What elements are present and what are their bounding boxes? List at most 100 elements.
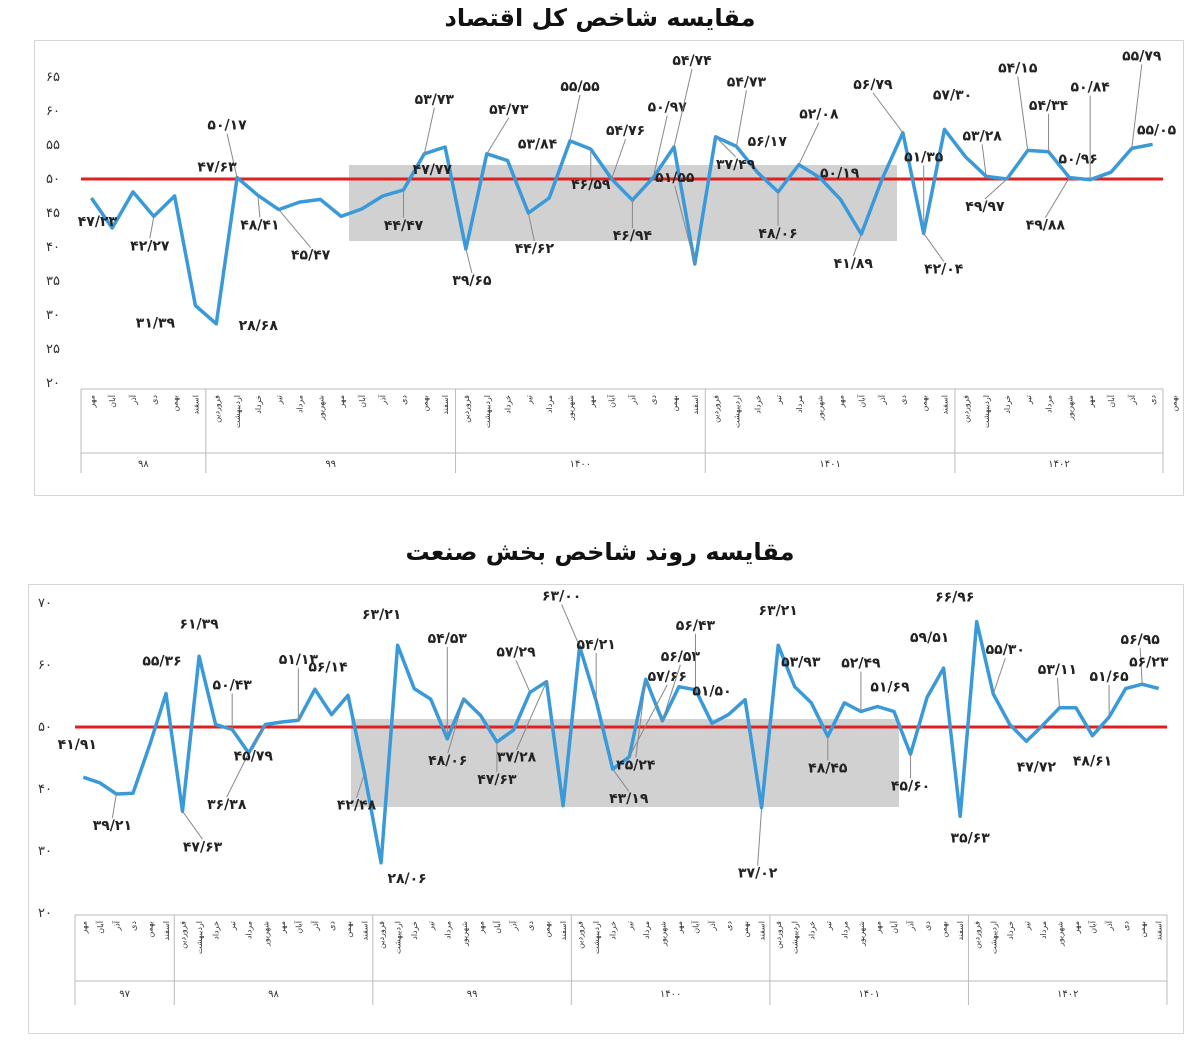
data-label: ۵۰/۴۳	[213, 677, 253, 693]
data-label: ۳۹/۶۵	[452, 273, 492, 289]
data-label: ۴۴/۶۲	[515, 241, 555, 257]
x-tick-label: مهر	[675, 921, 684, 934]
data-label: ۵۰/۸۴	[1071, 80, 1111, 96]
x-tick-label: اردیبهشت	[982, 395, 991, 428]
data-label: ۴۶/۵۹	[571, 177, 611, 193]
x-tick-label: خرداد	[1006, 921, 1015, 940]
y-tick-label: ۵۰	[38, 720, 52, 735]
data-label: ۴۲/۴۸	[337, 798, 377, 814]
x-tick-label: اردیبهشت	[394, 921, 403, 954]
x-tick-label: فروردین	[576, 921, 585, 949]
year-group-label: ۹۹	[467, 989, 478, 1000]
data-label: ۴۱/۸۹	[834, 256, 874, 272]
x-tick-label: آذر	[1104, 920, 1114, 931]
x-tick-label: دی	[129, 921, 138, 931]
x-tick-label: شهریور	[658, 921, 667, 947]
x-tick-label: اردیبهشت	[791, 921, 800, 954]
x-tick-label: مهر	[337, 395, 346, 408]
x-tick-label: مرداد	[795, 395, 804, 413]
x-tick-label: مهر	[873, 921, 882, 934]
y-tick-label: ۶۰	[38, 658, 52, 673]
data-label: ۵۱/۳۵	[904, 149, 944, 165]
data-label: ۴۷/۶۳	[197, 160, 237, 176]
data-label: ۴۷/۷۲	[1017, 759, 1057, 775]
x-tick-label: اردیبهشت	[592, 921, 601, 954]
data-label: ۳۱/۳۹	[136, 315, 176, 331]
x-tick-label: دی	[725, 921, 734, 931]
x-tick-label: مرداد	[1045, 395, 1054, 413]
label-leader	[515, 660, 531, 693]
label-leader	[661, 664, 681, 721]
x-tick-label: شهریور	[1055, 921, 1064, 947]
chart-1-title: مقایسه شاخص کل اقتصاد	[444, 4, 756, 32]
data-label: ۴۲/۰۴	[924, 261, 964, 277]
x-tick-label: فروردین	[961, 395, 970, 423]
label-leader	[992, 657, 1006, 695]
label-leader	[652, 115, 668, 178]
series-line	[89, 127, 1153, 326]
data-label: ۵۳/۲۸	[962, 128, 1002, 144]
data-label: ۳۷/۲۸	[497, 750, 537, 766]
x-tick-label: اسفند	[941, 395, 950, 415]
year-group-label: ۱۴۰۲	[1057, 989, 1078, 1000]
chart-1-panel: ۶۵ ۶۰ ۵۵ ۵۰ ۴۵ ۴۰ ۳۵ ۳۰ ۲۵ ۲۰ ۴۷/۲۳ ۴۲/۲۷ ۳۱/۳۹ ۲۸/۶۸…	[34, 40, 1184, 496]
x-tick-label: اردیبهشت	[233, 395, 242, 428]
x-tick-label: خرداد	[609, 921, 618, 940]
data-label: ۴۵/۲۴	[616, 757, 656, 773]
x-tick-label: خرداد	[212, 921, 221, 940]
label-leader	[561, 604, 581, 647]
data-label: ۵۱/۶۵	[1089, 669, 1129, 685]
watermark-box	[351, 719, 899, 807]
x-tick-label: آبان	[889, 920, 899, 934]
x-tick-label: تیر	[427, 921, 436, 931]
data-label: ۴۴/۴۷	[384, 218, 424, 234]
x-tick-label: تیر	[275, 395, 284, 405]
x-tick-label: خرداد	[753, 395, 762, 414]
x-tick-label: شهریور	[566, 395, 575, 421]
x-tick-label: آبان	[607, 394, 617, 408]
x-tick-label: اسفند	[758, 921, 767, 941]
x-tick-label: دی	[150, 395, 159, 405]
data-label: ۵۴/۱۵	[998, 60, 1038, 76]
x-tick-label: خرداد	[807, 921, 816, 940]
x-tick-label: فروردین	[973, 921, 982, 949]
data-label: ۵۱/۶۹	[870, 680, 910, 696]
data-label: ۵۱/۱۳	[279, 652, 319, 668]
data-label: ۴۵/۷۹	[234, 749, 274, 765]
x-tick-label: مهر	[278, 921, 287, 934]
data-label: ۵۶/۹۵	[1121, 632, 1161, 648]
x-tick-label: بهمن	[670, 395, 679, 412]
label-leader	[111, 793, 117, 819]
data-label: ۵۹/۵۱	[910, 630, 949, 646]
x-tick-label: دی	[649, 395, 658, 405]
data-label: ۴۵/۶۰	[891, 778, 930, 794]
data-label: ۵۷/۶۶	[648, 669, 687, 685]
x-tick-label: تیر	[774, 395, 783, 405]
data-label: ۵۵/۳۶	[142, 654, 181, 670]
x-tick-label: مرداد	[840, 921, 849, 939]
x-tick-label: آذر	[707, 920, 717, 931]
data-label: ۵۶/۷۹	[853, 77, 893, 93]
data-label: ۴۷/۷۷	[413, 162, 453, 178]
x-tick-label: آبان	[690, 920, 700, 934]
label-leader	[1017, 76, 1029, 151]
label-leader	[798, 122, 820, 165]
y-tick-label: ۳۰	[38, 844, 52, 859]
data-label: ۴۵/۴۷	[291, 248, 331, 264]
x-tick-label: فروردین	[462, 395, 471, 423]
x-tick-label: فروردین	[774, 921, 783, 949]
x-tick-label: اسفند	[441, 395, 450, 415]
label-leader	[182, 811, 203, 840]
label-leader	[981, 144, 987, 177]
chart-2-panel: ۷۰ ۶۰ ۵۰ ۴۰ ۳۰ ۲۰ ۴۱/۹۱ ۳۹/۲۱ ۵۵/۳۶ ۴۷/۶۳ ۶۱/۳۹ ۵۰/…	[28, 584, 1184, 1034]
x-tick-label: آبان	[357, 394, 367, 408]
x-tick-label: بهمن	[1169, 395, 1178, 412]
x-tick-label: تیر	[524, 395, 533, 405]
year-group-label: ۱۴۰۲	[1048, 459, 1069, 470]
chart-2-title: مقایسه روند شاخص بخش صنعت	[405, 538, 795, 566]
x-tick-label: بهمن	[920, 395, 929, 412]
data-label: ۵۵/۵۵	[560, 79, 600, 95]
x-tick-label: مهر	[79, 921, 88, 934]
label-leader	[628, 684, 668, 757]
x-tick-label: مهر	[1072, 921, 1081, 934]
